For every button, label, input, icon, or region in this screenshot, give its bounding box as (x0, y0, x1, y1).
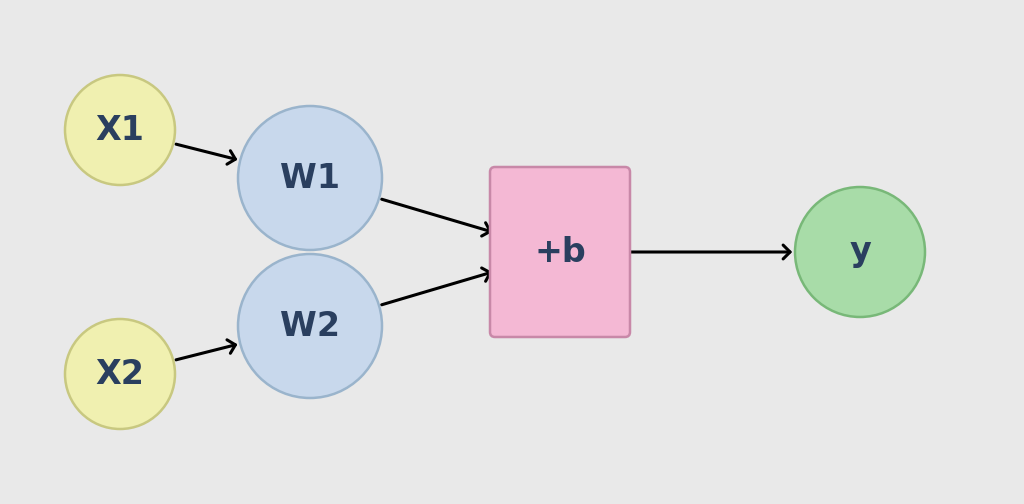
Text: X2: X2 (95, 357, 144, 391)
Text: W1: W1 (280, 161, 340, 195)
Text: y: y (849, 235, 870, 269)
Text: +b: +b (535, 235, 586, 269)
Text: X1: X1 (95, 113, 144, 147)
Text: W2: W2 (280, 309, 340, 343)
Circle shape (238, 106, 382, 250)
Circle shape (795, 187, 925, 317)
Circle shape (238, 254, 382, 398)
Circle shape (65, 75, 175, 185)
Circle shape (65, 319, 175, 429)
FancyBboxPatch shape (490, 167, 630, 337)
